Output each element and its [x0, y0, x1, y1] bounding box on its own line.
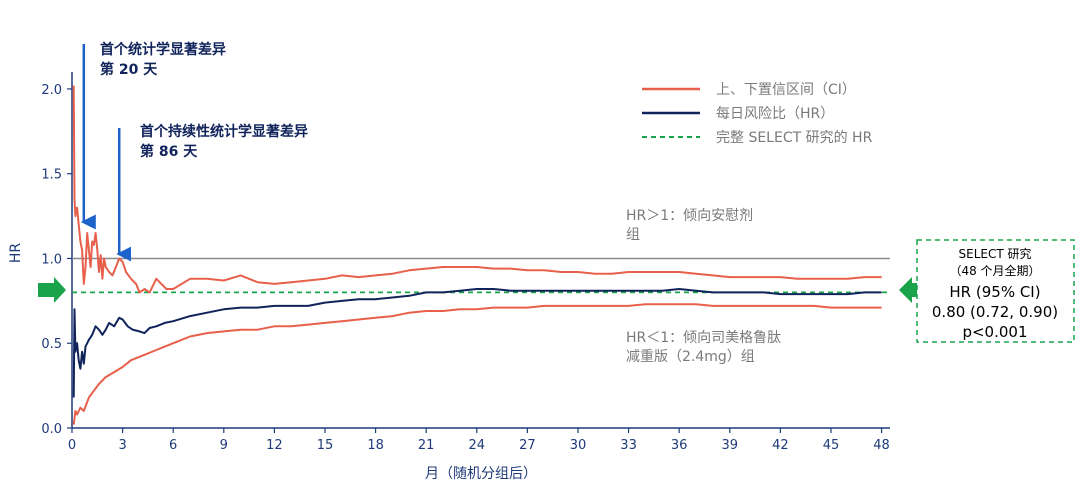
select-box-title: SELECT 研究 [959, 246, 1032, 261]
hr-lt-1-note-line1: HR＜1：倾向司美格鲁肽 [626, 330, 781, 346]
hr-gt-1-note-line2: 组 [626, 227, 640, 243]
select-box-border [916, 239, 1075, 343]
y-axis-label: HR [8, 243, 24, 264]
x-tick-label: 9 [220, 438, 228, 453]
x-tick-label: 18 [367, 438, 384, 453]
x-axis-label: 月（随机分组后） [425, 466, 537, 482]
x-tick-label: 48 [873, 438, 890, 453]
lower-ci-line [72, 303, 882, 425]
x-tick-label: 0 [68, 438, 76, 453]
select-box-p-value: p<0.001 [962, 323, 1027, 341]
x-tick-label: 24 [469, 438, 486, 453]
persistent-significance-line2: 第 86 天 [140, 143, 198, 160]
x-tick-label: 36 [671, 438, 688, 453]
x-ticks: 0 3 6 9 12 15 18 21 24 27 30 33 36 39 42 45 48 [68, 428, 890, 453]
x-tick-label: 45 [823, 438, 840, 453]
persistent-significance-line1: 首个持续性统计学显著差异 [140, 123, 308, 140]
select-box-hr-value: 0.80 (0.72, 0.90) [932, 303, 1058, 321]
x-tick-label: 15 [317, 438, 334, 453]
first-significance-line2: 第 20 天 [100, 61, 158, 78]
y-tick-label: 0.5 [41, 337, 62, 352]
legend-label-hr: 每日风险比（HR） [716, 106, 834, 122]
series-group [72, 85, 882, 425]
x-tick-label: 27 [519, 438, 536, 453]
hr-lt-1-note-line2: 减重版（2.4mg）组 [626, 349, 755, 365]
x-tick-label: 30 [570, 438, 587, 453]
y-ticks: 0.0 0.5 1.0 1.5 2.0 [41, 83, 72, 437]
y-tick-label: 1.5 [41, 168, 62, 183]
daily-hr-line [72, 288, 882, 398]
y-tick-label: 2.0 [41, 83, 62, 98]
x-tick-label: 39 [721, 438, 738, 453]
select-summary-box: SELECT 研究 （48 个月全期） HR (95% CI) 0.80 (0.… [916, 239, 1075, 343]
x-tick-label: 3 [118, 438, 126, 453]
x-tick-label: 12 [266, 438, 283, 453]
first-significance-line1: 首个统计学显著差异 [100, 41, 226, 58]
x-tick-label: 42 [772, 438, 789, 453]
x-tick-label: 6 [169, 438, 177, 453]
y-tick-label: 0.0 [41, 422, 62, 437]
select-box-hr-label: HR (95% CI) [949, 283, 1040, 301]
select-box-subtitle: （48 个月全期） [949, 263, 1040, 278]
left-green-arrow-icon [38, 277, 66, 303]
legend-label-ci: 上、下置信区间（CI） [716, 82, 856, 98]
x-tick-label: 21 [418, 438, 435, 453]
upper-ci-line [72, 85, 882, 294]
x-tick-label: 33 [620, 438, 637, 453]
y-tick-label: 1.0 [41, 252, 62, 267]
hr-gt-1-note-line1: HR＞1：倾向安慰剂 [626, 207, 753, 224]
legend-label-overall: 完整 SELECT 研究的 HR [716, 130, 873, 146]
legend: 上、下置信区间（CI） 每日风险比（HR） 完整 SELECT 研究的 HR [642, 82, 873, 146]
